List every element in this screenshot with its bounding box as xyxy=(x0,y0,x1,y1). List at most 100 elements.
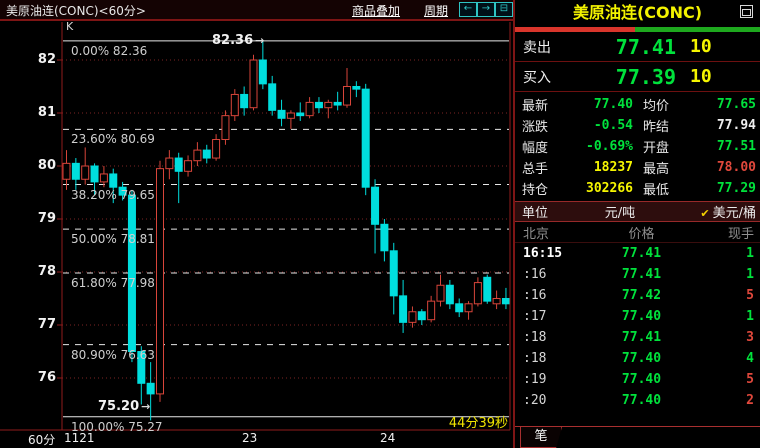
tick-row: :16 77.41 1 xyxy=(515,264,760,285)
stat-label: 最新 xyxy=(522,99,549,114)
col-price: 价格 xyxy=(628,226,655,242)
candle-body xyxy=(240,93,249,109)
tile-windows-icon[interactable]: ⊟ xyxy=(495,2,513,17)
top-bar: 美原油连(CONC)<60分> 商品叠加 周期 ← → ⊟ xyxy=(0,0,513,21)
tick-time: :16 xyxy=(523,267,547,282)
tick-volume: 3 xyxy=(746,330,754,345)
tick-time: 16:15 xyxy=(523,246,563,261)
stat-value: 18237 xyxy=(593,160,633,175)
y-axis-tick: 77 xyxy=(37,317,56,332)
tick-volume: 2 xyxy=(746,393,754,408)
tick-price: 77.41 xyxy=(621,330,662,345)
tick-row: :16 77.42 5 xyxy=(515,285,760,306)
candle-body xyxy=(156,168,164,395)
candle-body xyxy=(371,186,380,225)
y-axis-tick: 76 xyxy=(37,370,56,385)
candle-body xyxy=(174,157,183,172)
stat-value: 302266 xyxy=(586,181,633,196)
col-time: 北京 xyxy=(523,226,550,242)
tick-price: 77.40 xyxy=(621,351,662,366)
candle-body xyxy=(62,162,71,180)
candle-body xyxy=(343,86,351,106)
x-axis-tick: 1121 xyxy=(64,431,95,445)
candle-body xyxy=(380,223,389,252)
tab-ticks[interactable]: 笔 xyxy=(520,427,562,448)
candle-body xyxy=(455,303,464,313)
candle-body xyxy=(399,295,408,323)
unit-option-usd[interactable]: ✔ 美元/桶 xyxy=(700,206,756,221)
stat-label: 开盘 xyxy=(643,141,670,156)
stat-row: 最新 77.40 均价 77.65 xyxy=(515,94,760,115)
tick-row: :19 77.40 5 xyxy=(515,369,760,390)
candle-body xyxy=(352,86,361,90)
candle-body xyxy=(501,298,510,305)
tick-price: 77.40 xyxy=(621,393,662,408)
tick-volume: 4 xyxy=(746,351,754,366)
stat-value: 77.29 xyxy=(716,181,756,196)
tick-price: 77.40 xyxy=(621,309,662,324)
ask-label: 卖出 xyxy=(523,39,551,56)
tick-time: :18 xyxy=(523,351,547,366)
candle-body xyxy=(109,173,118,188)
buy-sell-ratio-bar xyxy=(515,27,760,32)
candle-body xyxy=(230,93,239,117)
candle-body xyxy=(436,284,445,302)
candle-body xyxy=(389,250,398,297)
candle-body xyxy=(286,112,295,119)
candle-body xyxy=(445,284,454,305)
high-annotation: 82.36 → xyxy=(212,33,265,48)
candle-body xyxy=(249,59,258,109)
bar-countdown: 44分39秒 xyxy=(448,416,508,431)
stat-value: 77.94 xyxy=(716,118,756,133)
stat-row: 持仓 302266 最低 77.29 xyxy=(515,178,760,199)
unit-selector-row[interactable]: 单位 元/吨 ✔ 美元/桶 xyxy=(515,201,760,222)
y-axis-tick: 79 xyxy=(37,211,56,226)
candle-body xyxy=(90,165,99,183)
tick-price: 77.40 xyxy=(621,372,662,387)
candle-body xyxy=(492,298,501,305)
overlay-link[interactable]: 商品叠加 xyxy=(352,4,401,18)
buy-ratio-segment xyxy=(635,27,760,32)
candle-body xyxy=(277,109,286,119)
stat-label: 最高 xyxy=(643,162,670,177)
stat-row: 涨跌 -0.54 昨结 77.94 xyxy=(515,115,760,136)
period-link[interactable]: 周期 xyxy=(424,4,449,18)
y-axis-tick: 81 xyxy=(37,105,56,120)
candle-body xyxy=(212,139,221,159)
candle-body xyxy=(427,300,436,321)
stat-row: 总手 18237 最高 78.00 xyxy=(515,157,760,178)
stat-label: 最低 xyxy=(643,183,670,198)
bid-row[interactable]: 买入 77.39 10 xyxy=(515,62,760,92)
tick-price: 77.42 xyxy=(621,288,662,303)
quote-stats: 最新 77.40 均价 77.65 涨跌 -0.54 昨结 77.94 幅度 -0.69% 开盘 77… xyxy=(515,92,760,199)
stat-label: 均价 xyxy=(643,99,670,114)
next-arrow-icon[interactable]: → xyxy=(477,2,495,17)
unit-label: 单位 xyxy=(522,206,549,221)
check-icon: ✔ xyxy=(700,207,710,220)
unit-option-cny[interactable]: 元/吨 xyxy=(604,206,636,221)
candle-body xyxy=(483,276,492,302)
fib-level-label: 61.80% 77.98 xyxy=(71,276,155,291)
tick-volume: 1 xyxy=(746,246,754,261)
y-axis-tick: 78 xyxy=(37,264,56,279)
bottom-tab-bar: 笔 xyxy=(515,426,760,448)
tick-time: :19 xyxy=(523,372,547,387)
maximize-icon[interactable] xyxy=(740,5,753,18)
y-axis-tick: 80 xyxy=(37,158,56,173)
x-axis-period: 60分 xyxy=(28,433,56,447)
prev-arrow-icon[interactable]: ← xyxy=(459,2,477,17)
contract-title: 美原油连(CONC)<60分> xyxy=(6,4,146,18)
candle-body xyxy=(258,59,267,85)
candle-body xyxy=(71,162,80,180)
ask-row[interactable]: 卖出 77.41 10 xyxy=(515,32,760,62)
tick-table-header: 北京 价格 现手 xyxy=(515,222,760,243)
candle-body xyxy=(81,165,90,180)
candle-body xyxy=(221,115,230,141)
stat-label: 持仓 xyxy=(522,183,549,198)
candle-body xyxy=(202,149,211,159)
bid-size: 10 xyxy=(690,66,712,87)
candle-body xyxy=(333,101,342,106)
candle-body xyxy=(473,282,482,305)
candle-body xyxy=(305,101,314,117)
